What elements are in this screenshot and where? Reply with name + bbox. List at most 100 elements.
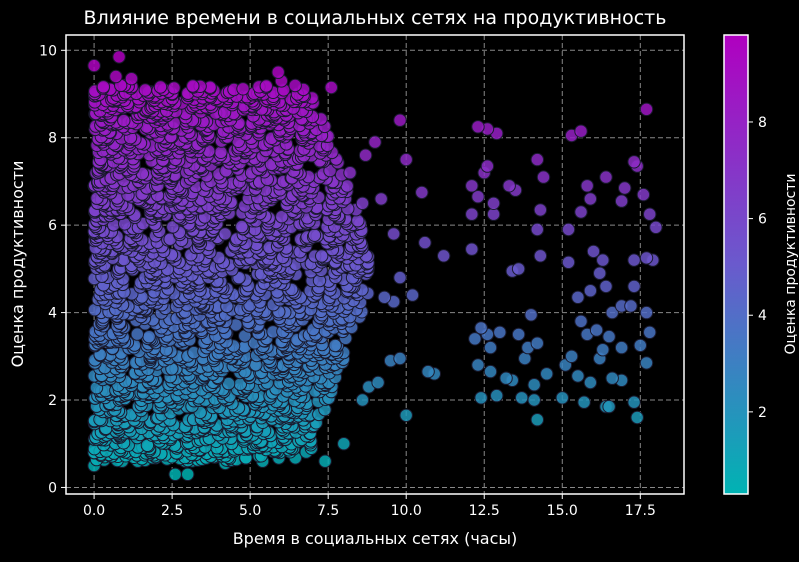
data-point <box>418 235 432 250</box>
data-point <box>186 79 200 93</box>
x-tick-label: 5.0 <box>239 503 261 519</box>
x-tick-label: 0.0 <box>83 503 105 519</box>
data-point <box>471 358 485 372</box>
data-point <box>166 220 180 234</box>
data-point <box>596 253 610 267</box>
colorbar-tick-label: 6 <box>758 212 767 228</box>
data-point <box>214 145 228 160</box>
data-point <box>614 340 629 355</box>
data-point <box>181 467 195 481</box>
data-point <box>471 190 485 204</box>
data-point <box>271 65 285 79</box>
data-point <box>583 192 598 206</box>
data-point <box>355 393 370 407</box>
data-point <box>574 124 588 138</box>
data-point <box>589 323 604 337</box>
data-point <box>468 332 482 346</box>
x-tick-label: 2.5 <box>161 503 183 519</box>
data-point <box>583 375 598 390</box>
data-point <box>315 249 329 263</box>
data-point <box>387 227 401 241</box>
data-point <box>564 349 579 363</box>
data-point <box>511 262 526 276</box>
data-point <box>618 181 632 195</box>
data-point <box>138 83 153 97</box>
data-point <box>117 113 131 128</box>
data-point <box>633 338 647 353</box>
y-tick-label: 2 <box>48 393 57 409</box>
data-point <box>393 113 407 127</box>
data-point <box>530 413 544 427</box>
data-point <box>288 78 302 93</box>
data-point <box>368 135 382 149</box>
data-point <box>399 408 413 422</box>
y-axis-ticks: 0 2 4 6 8 10 <box>39 43 66 496</box>
points-layer <box>87 50 663 481</box>
data-point <box>393 351 407 366</box>
data-point <box>577 395 591 409</box>
data-point <box>530 222 544 237</box>
data-point <box>130 327 145 341</box>
data-point <box>343 166 357 180</box>
data-point <box>624 299 638 313</box>
data-point <box>465 207 479 221</box>
data-point <box>527 393 541 407</box>
chart-title: Влияние времени в социальных сетях на пр… <box>84 7 667 29</box>
data-point <box>593 266 607 280</box>
data-point <box>571 369 585 383</box>
x-tick-label: 15.0 <box>547 503 578 519</box>
data-point <box>483 364 498 379</box>
data-point <box>399 152 413 167</box>
data-point <box>524 308 538 322</box>
data-point <box>636 187 651 202</box>
data-point <box>465 179 479 193</box>
data-point <box>627 395 641 409</box>
data-point <box>533 203 548 217</box>
data-point <box>605 371 619 385</box>
data-point <box>483 340 498 355</box>
data-point <box>218 227 232 241</box>
data-point <box>358 148 373 162</box>
data-point <box>639 356 654 370</box>
data-point <box>502 179 516 193</box>
data-point <box>530 152 544 167</box>
data-point <box>374 192 388 206</box>
data-point <box>574 205 588 219</box>
data-point <box>602 329 616 344</box>
data-point <box>627 253 641 267</box>
data-point <box>153 80 168 94</box>
data-point <box>486 196 501 211</box>
data-point <box>87 58 101 73</box>
data-point <box>536 170 551 184</box>
data-point <box>605 305 619 320</box>
x-tick-label: 7.5 <box>317 503 339 519</box>
data-point <box>318 454 332 468</box>
x-tick-label: 17.5 <box>625 503 656 519</box>
data-point <box>533 249 548 263</box>
data-point <box>643 325 657 339</box>
data-point <box>614 194 629 208</box>
data-point <box>109 69 123 84</box>
data-point <box>340 179 354 193</box>
y-axis-label: Оценка продуктивности <box>8 161 27 368</box>
data-point <box>371 375 385 390</box>
data-point <box>580 179 594 193</box>
data-point <box>393 270 407 285</box>
y-tick-label: 0 <box>48 480 57 496</box>
colorbar-tick-label: 2 <box>758 405 767 421</box>
colorbar-ticks: 2 4 6 8 <box>748 115 767 421</box>
data-point <box>474 391 488 405</box>
colorbar-label: Оценка продуктивности <box>783 173 799 354</box>
data-point <box>421 364 435 379</box>
data-point <box>602 399 616 414</box>
data-point <box>599 170 613 184</box>
data-point <box>511 327 526 342</box>
colorbar-tick-label: 4 <box>758 308 767 324</box>
data-point <box>596 343 610 357</box>
data-point <box>235 219 249 234</box>
data-point <box>515 391 529 405</box>
y-tick-label: 4 <box>48 306 57 322</box>
x-tick-label: 10.0 <box>391 503 422 519</box>
data-point <box>405 288 420 302</box>
